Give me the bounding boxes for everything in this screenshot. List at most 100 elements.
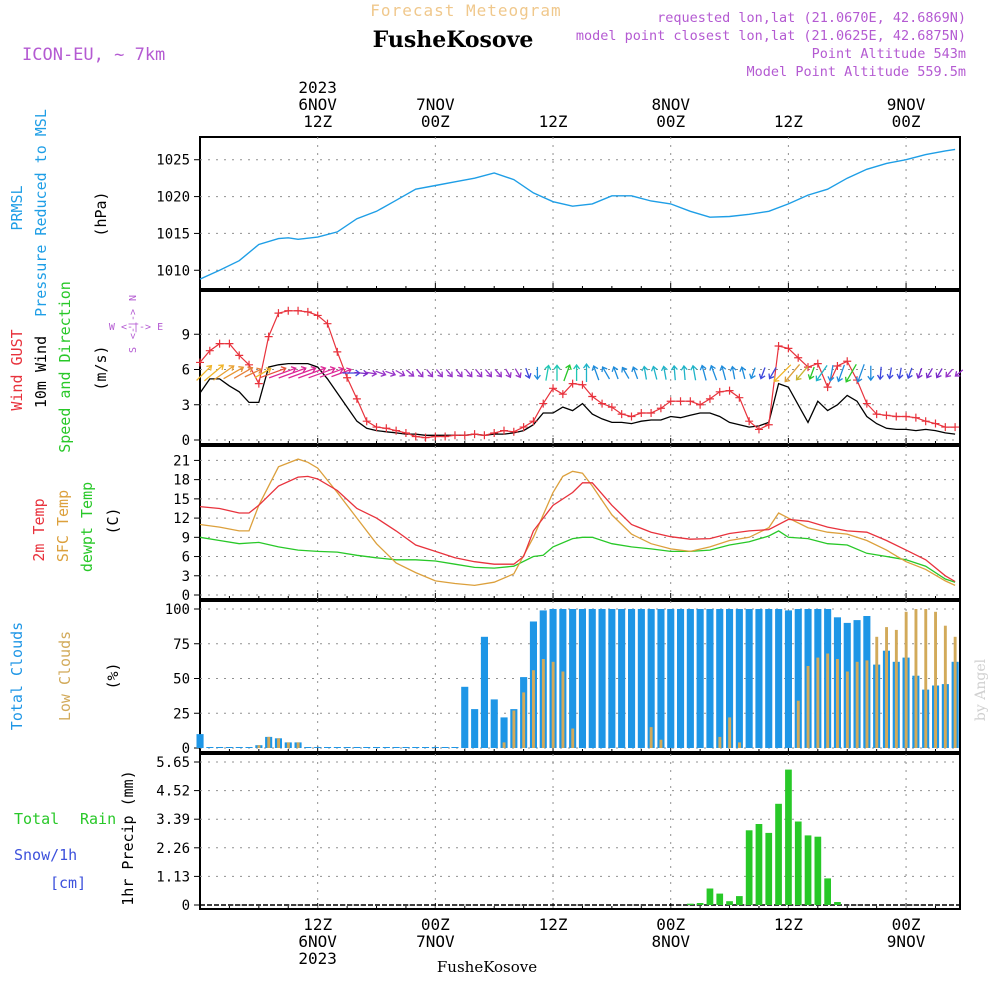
wind-arrow xyxy=(699,364,707,381)
wind-arrow xyxy=(611,365,619,380)
low-cloud-bar xyxy=(904,611,908,748)
low-cloud-bar xyxy=(885,627,888,748)
wind-arrow xyxy=(544,364,552,381)
wind-arrow xyxy=(395,369,406,377)
temp-unit: (C) xyxy=(104,507,122,534)
wind-arrow xyxy=(435,369,443,378)
footer-location: FusheKosove xyxy=(437,958,537,976)
gust-line xyxy=(199,310,956,439)
wind-arrow xyxy=(223,366,245,380)
wind-arrow xyxy=(203,364,225,382)
wind-arrow xyxy=(945,368,953,378)
total-cloud-bar xyxy=(216,747,224,748)
pressure-ytick-label: 1010 xyxy=(156,263,190,279)
total-cloud-bar xyxy=(775,609,783,748)
gust-marker xyxy=(725,386,734,395)
model-altitude: Model Point Altitude 559.5m xyxy=(747,64,966,80)
wind-arrow xyxy=(582,363,591,382)
wind-arrow xyxy=(641,365,649,380)
total-cloud-bar xyxy=(392,747,400,748)
gust-marker xyxy=(951,423,960,432)
temp-2m-line xyxy=(199,475,956,583)
wind-arrow xyxy=(915,367,923,380)
total-cloud-bar xyxy=(363,747,371,748)
gust-marker xyxy=(696,400,705,409)
wind-arrow xyxy=(836,364,846,383)
total-cloud-bar xyxy=(667,609,675,748)
low-cloud-bar xyxy=(934,611,937,748)
temp-ytick-label: 15 xyxy=(173,492,190,508)
total-cloud-bar xyxy=(588,609,596,748)
low-cloud-bar xyxy=(914,609,918,748)
precip-ytick-label: 1.13 xyxy=(156,869,190,885)
low-cloud-bar xyxy=(659,739,663,748)
wind-arrow xyxy=(426,369,434,378)
top-axis-label: 00Z xyxy=(421,112,450,131)
wind-arrow xyxy=(680,364,688,381)
total-cloud-bar xyxy=(677,609,685,748)
total-cloud-bar xyxy=(500,717,508,748)
wind-arrow xyxy=(465,369,473,378)
gust-marker xyxy=(588,392,597,401)
total-cloud-bar xyxy=(755,609,763,748)
total-cloud-bar xyxy=(618,609,626,748)
wind-arrow xyxy=(298,365,327,379)
wind-arrow xyxy=(573,363,581,381)
rain-bar xyxy=(755,824,763,905)
bottom-axis-label: 7NOV xyxy=(416,932,455,951)
rain-bar xyxy=(814,836,822,905)
gust-marker xyxy=(911,413,920,422)
temp-labels: 2m Temp SFC Temp dewpt Temp (C) xyxy=(30,482,122,572)
wind-arrow xyxy=(385,370,397,377)
bottom-axis-label: 00Z xyxy=(892,915,921,934)
temp-ytick-label: 12 xyxy=(173,511,190,527)
gust-marker xyxy=(902,412,911,421)
wind-arrow xyxy=(729,365,737,380)
gust-marker xyxy=(401,428,410,437)
gust-marker xyxy=(490,428,499,437)
point-altitude: Point Altitude 543m xyxy=(812,46,966,62)
wind-arrow xyxy=(319,366,345,378)
low-cloud-bar xyxy=(806,666,810,748)
gust-marker xyxy=(303,307,312,316)
cloud-ytick-label: 100 xyxy=(165,602,190,618)
gust-marker xyxy=(480,431,489,440)
credit-watermark: by Angel xyxy=(973,658,989,721)
pressure-ytick-label: 1015 xyxy=(156,226,190,242)
low-cloud-bar xyxy=(826,653,830,748)
gust-marker xyxy=(656,404,665,413)
total-cloud-bar xyxy=(235,747,243,748)
wind-arrow xyxy=(650,365,658,380)
top-axis-label: 00Z xyxy=(892,112,921,131)
wind-arrow xyxy=(354,369,369,377)
rain-bar xyxy=(696,903,704,905)
gust-marker xyxy=(196,358,204,367)
bottom-axis-label: 6NOV xyxy=(298,932,337,951)
gust-marker xyxy=(607,403,616,412)
total-cloud-bar xyxy=(471,709,479,748)
total-cloud-bar xyxy=(735,609,743,748)
low-cloud-bar xyxy=(571,728,575,748)
low-cloud-bar xyxy=(286,742,290,748)
total-clouds-label: Total Clouds xyxy=(8,622,26,730)
rain-bar xyxy=(794,821,802,905)
gust-marker xyxy=(833,361,842,370)
wind-dir-label: Speed and Direction xyxy=(56,281,74,453)
wind-arrow xyxy=(365,369,378,377)
wind-arrow xyxy=(807,366,815,381)
wind-speed-line xyxy=(199,362,956,436)
wind-arrow xyxy=(268,366,297,379)
pressure-ytick-label: 1025 xyxy=(156,153,190,169)
wind-arrow xyxy=(591,364,600,381)
total-cloud-bar xyxy=(441,747,449,748)
wind-arrow xyxy=(925,367,933,379)
gust-marker xyxy=(500,426,508,435)
gust-marker xyxy=(941,423,950,432)
gust-marker xyxy=(745,417,754,426)
wind-arrow xyxy=(308,366,336,379)
wind-arrow xyxy=(709,364,718,381)
bottom-axis-label: 12Z xyxy=(303,915,332,934)
bottom-axis-label: 00Z xyxy=(421,915,450,934)
bottom-axis-label: 12Z xyxy=(774,915,803,934)
